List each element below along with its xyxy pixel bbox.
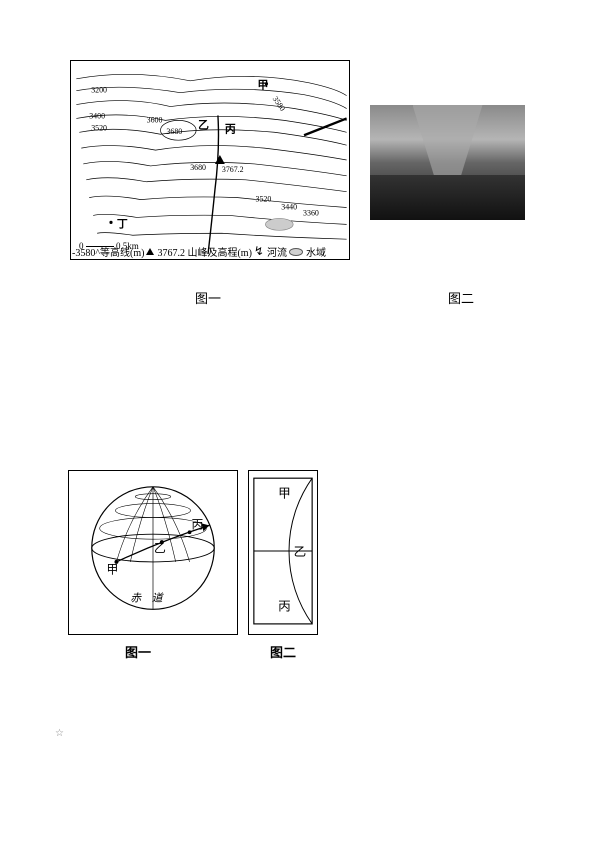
legend-river: ↯ 河流 bbox=[254, 244, 287, 259]
contour-3200: 3200 bbox=[91, 86, 107, 95]
rect-yi: 乙 bbox=[294, 545, 307, 559]
caption-fig1: 图一 bbox=[195, 288, 221, 307]
contour-3680: 3680 bbox=[166, 127, 182, 136]
caption-fig3: 图一 bbox=[125, 642, 151, 661]
legend-river-text: 河流 bbox=[267, 244, 287, 259]
point-ding: 丁 bbox=[117, 217, 128, 230]
valley-photo bbox=[370, 105, 525, 220]
globe-diagram: 甲 乙 丙 赤 道 bbox=[68, 470, 238, 635]
contour-svg: 3200 3400 3520 3600 3680 3680 3520 3440 … bbox=[71, 61, 349, 259]
globe-bing: 丙 bbox=[192, 517, 204, 531]
legend-water: 水域 bbox=[289, 244, 326, 259]
map-legend: -3580^等高线(m) 3767.2 山峰及高程(m) ↯ 河流 水域 bbox=[72, 244, 350, 259]
legend-peak: 3767.2 山峰及高程(m) bbox=[146, 244, 251, 259]
globe-equator: 赤 道 bbox=[130, 591, 166, 604]
point-yi: 乙 bbox=[198, 118, 209, 131]
rect-bing: 丙 bbox=[278, 599, 291, 613]
rect-jia: 甲 bbox=[278, 487, 291, 501]
contour-3520b: 3520 bbox=[256, 195, 272, 204]
contour-3580: 3580 bbox=[271, 95, 287, 113]
legend-contour-text: -3580^等高线(m) bbox=[72, 244, 144, 259]
legend-water-text: 水域 bbox=[306, 244, 326, 259]
figure-row-1: 3200 3400 3520 3600 3680 3680 3520 3440 … bbox=[70, 60, 530, 260]
contour-3520: 3520 bbox=[91, 123, 107, 132]
point-bing: 丙 bbox=[225, 122, 236, 135]
contour-3440: 3440 bbox=[281, 203, 297, 212]
globe-jia: 甲 bbox=[107, 563, 119, 577]
figure-row-2: 甲 乙 丙 赤 道 甲 乙 丙 bbox=[68, 470, 238, 635]
river-icon: ↯ bbox=[254, 244, 264, 259]
globe-svg: 甲 乙 丙 赤 道 bbox=[69, 471, 237, 634]
contour-3680b: 3680 bbox=[190, 163, 206, 172]
contour-3360: 3360 bbox=[303, 208, 319, 217]
rect-diagram: 甲 乙 丙 bbox=[248, 470, 318, 635]
legend-peak-text: 3767.2 山峰及高程(m) bbox=[157, 244, 251, 259]
water-icon bbox=[289, 248, 303, 256]
footnote-mark: ☆ bbox=[55, 728, 64, 739]
caption-fig2: 图二 bbox=[448, 288, 474, 307]
caption-fig4: 图二 bbox=[270, 642, 296, 661]
globe-yi: 乙 bbox=[154, 541, 166, 555]
peak-elev: 3767.2 bbox=[222, 165, 244, 174]
peak-triangle-icon bbox=[146, 248, 154, 255]
topographic-map: 3200 3400 3520 3600 3680 3680 3520 3440 … bbox=[70, 60, 350, 260]
legend-contour: -3580^等高线(m) bbox=[72, 244, 144, 259]
rect-svg: 甲 乙 丙 bbox=[249, 471, 317, 634]
contour-3600: 3600 bbox=[147, 115, 163, 124]
contour-3400: 3400 bbox=[89, 111, 105, 120]
